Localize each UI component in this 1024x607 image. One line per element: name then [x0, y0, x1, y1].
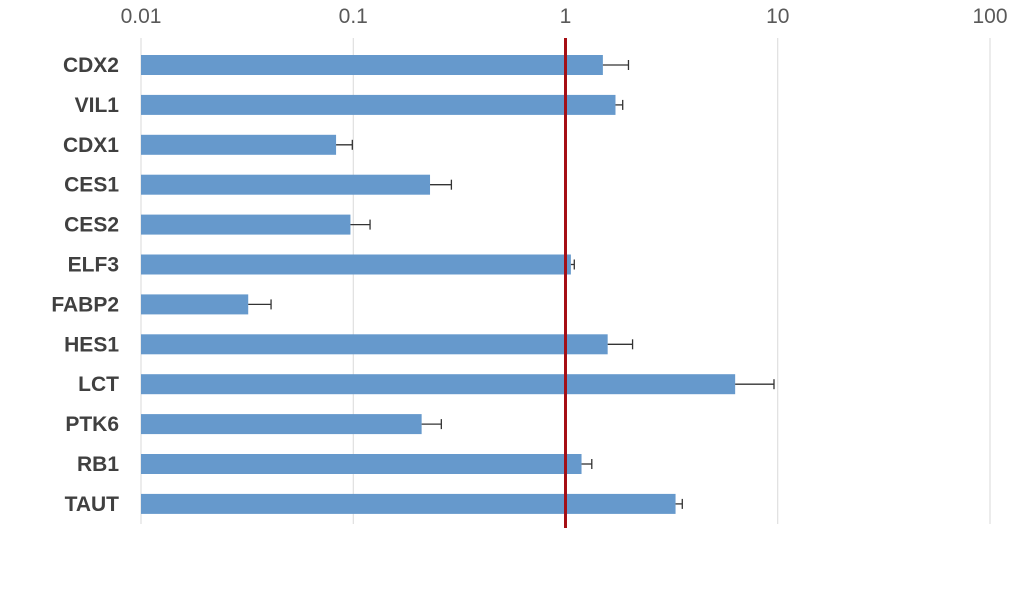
x-tick-label: 10: [766, 5, 789, 28]
category-label-cdx1: CDX1: [63, 134, 119, 157]
category-labels: CDX2 VIL1 CDX1 CES1 CES2 ELF3 FABP2 HES1 LCT PTK6…: [51, 54, 119, 516]
category-label-vil1: VIL1: [75, 94, 120, 117]
bar-taut: [141, 493, 676, 514]
bar-ces2: [141, 214, 351, 235]
x-tick-label: 1: [560, 5, 572, 28]
category-label-hes1: HES1: [64, 333, 119, 356]
category-label-ptk6: PTK6: [65, 413, 119, 436]
bar-ptk6: [141, 414, 422, 435]
x-axis-tick-labels: 0.01 0.1 1 10 100: [121, 5, 1008, 28]
x-tick-label: 0.1: [339, 5, 368, 28]
bars: [141, 55, 736, 514]
category-label-ces2: CES2: [64, 214, 119, 237]
category-label-elf3: ELF3: [68, 254, 119, 277]
category-label-rb1: RB1: [77, 453, 119, 476]
bar-cdx1: [141, 134, 337, 155]
bar-hes1: [141, 334, 608, 355]
bar-lct: [141, 374, 736, 395]
category-label-ces1: CES1: [64, 174, 119, 197]
bar-cdx2: [141, 55, 603, 75]
category-label-fabp2: FABP2: [51, 293, 119, 316]
x-tick-label: 0.01: [121, 5, 162, 28]
bar-fabp2: [141, 294, 249, 315]
bar-vil1: [141, 94, 616, 115]
bar-elf3: [141, 254, 571, 275]
category-label-lct: LCT: [78, 373, 119, 396]
x-tick-label: 100: [972, 5, 1007, 28]
bar-rb1: [141, 454, 582, 474]
category-label-cdx2: CDX2: [63, 54, 119, 77]
bar-ces1: [141, 174, 431, 195]
category-label-taut: TAUT: [65, 493, 120, 516]
error-bars: [248, 60, 775, 509]
